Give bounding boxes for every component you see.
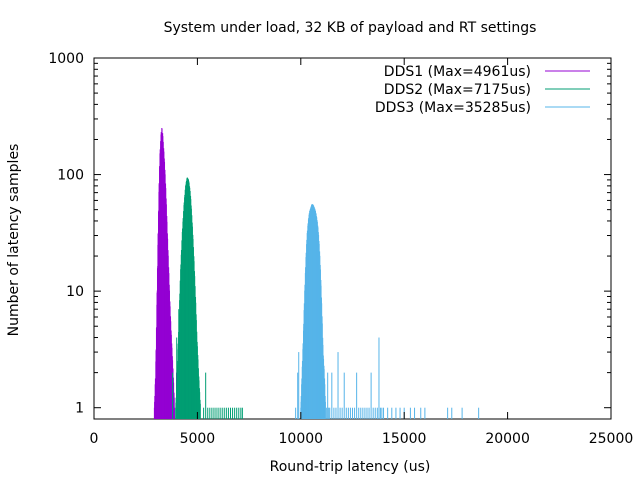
- x-axis-label: Round-trip latency (us): [270, 459, 431, 475]
- series-3: [295, 204, 480, 419]
- data-layer: [153, 127, 480, 419]
- x-tick-label: 10000: [279, 431, 324, 447]
- legend-entry-dds2: DDS2 (Max=7175us): [384, 82, 590, 98]
- x-tick-label: 20000: [485, 431, 530, 447]
- y-tick-label: 1000: [48, 51, 84, 67]
- y-tick-label: 1: [75, 401, 84, 417]
- y-tick-label: 10: [66, 284, 84, 300]
- legend: DDS1 (Max=4961us) DDS2 (Max=7175us) DDS3…: [375, 64, 590, 116]
- legend-entry-dds3: DDS3 (Max=35285us): [375, 100, 590, 116]
- legend-label-dds3: DDS3 (Max=35285us): [375, 100, 531, 116]
- legend-label-dds2: DDS2 (Max=7175us): [384, 82, 531, 98]
- legend-entry-dds1: DDS1 (Max=4961us): [384, 64, 590, 80]
- y-tick-label: 100: [57, 168, 84, 184]
- x-tick-label: 5000: [180, 431, 216, 447]
- chart-title: System under load, 32 KB of payload and …: [164, 20, 537, 36]
- series-1: [153, 127, 183, 419]
- x-tick-label: 0: [90, 431, 99, 447]
- y-axis-label: Number of latency samples: [6, 144, 22, 337]
- series-2: [172, 177, 243, 419]
- x-tick-label: 15000: [382, 431, 427, 447]
- x-tick-label: 25000: [589, 431, 634, 447]
- axes-layer: 0 5000 10000 15000 20000 25000 1 10 100 1000: [48, 51, 633, 447]
- legend-label-dds1: DDS1 (Max=4961us): [384, 64, 531, 80]
